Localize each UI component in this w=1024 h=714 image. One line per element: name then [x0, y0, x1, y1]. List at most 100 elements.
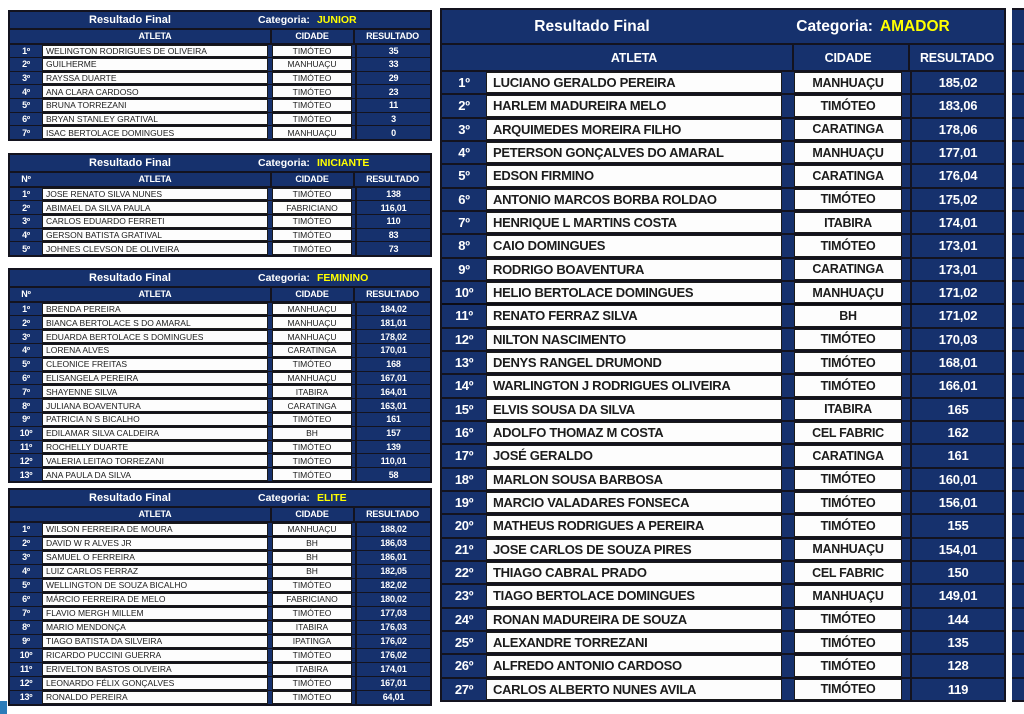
city-cell: TIMÓTEO: [272, 71, 352, 85]
athlete-cell: MARLON SOUSA BARBOSA: [486, 468, 782, 490]
rank-cell: 8º: [458, 238, 470, 254]
result-cell: 181,01: [355, 316, 430, 330]
rank-cell: 3º: [22, 331, 30, 342]
result-cell: 186,01: [355, 550, 430, 564]
table-body: 1º WELINGTON RODRIGUES DE OLIVEIRA TIMÓTEO…: [10, 44, 430, 140]
result-cell: 64,01: [355, 690, 430, 704]
city-cell: CEL FABRIC: [794, 561, 902, 584]
rank-cell: 4º: [22, 229, 30, 240]
athlete-cell: EDILAMAR SILVA CALDEIRA: [42, 426, 268, 440]
column-divider: [902, 189, 910, 210]
category-label: Categoria:: [796, 17, 873, 35]
rank-cell: 8º: [22, 400, 30, 411]
athlete-cell: ANA PAULA DA SILVA: [42, 468, 268, 482]
column-divider: [902, 165, 910, 186]
rank-cell: 1º: [22, 303, 30, 314]
table-row: 8º MARIO MENDONÇA ITABIRA 176,03: [10, 620, 430, 635]
category-group: Categoria: FEMININO: [250, 272, 430, 284]
athlete-cell: JOSE RENATO SILVA NUNES: [42, 187, 268, 201]
result-cell: 138: [355, 187, 430, 201]
city-cell: CARATINGA: [794, 445, 902, 467]
result-cell: 168,01: [910, 351, 1004, 374]
result-cell: 173,01: [910, 258, 1004, 280]
result-cell: 173,01: [910, 235, 1004, 257]
result-cell: 156,01: [910, 491, 1004, 514]
table-row: 21º JOSE CARLOS DE SOUZA PIRES MANHUAÇU 154…: [442, 538, 1004, 562]
athlete-cell: MARIO MENDONÇA: [42, 620, 268, 634]
table-row: 5º WELLINGTON DE SOUZA BICALHO TIMÓTEO 182,…: [10, 578, 430, 593]
result-cell: 157: [355, 426, 430, 440]
rank-cell: 7º: [458, 215, 470, 231]
rank-cell: 16º: [454, 425, 474, 441]
table-row: 1º LUCIANO GERALDO PEREIRA MANHUAÇU 185,02: [442, 72, 1004, 96]
city-cell: CARATINGA: [794, 258, 902, 280]
table-row: 15º ELVIS SOUSA DA SILVA ITABIRA 165: [442, 398, 1004, 422]
column-divider: [902, 259, 910, 280]
city-cell: MANHUAÇU: [272, 330, 352, 343]
result-cell: 116,01: [355, 201, 430, 214]
rank-cell: 7º: [22, 608, 30, 619]
athlete-cell: THIAGO CABRAL PRADO: [486, 561, 782, 584]
column-divider: [902, 422, 910, 443]
city-cell: CARATINGA: [272, 343, 352, 357]
rank-cell: 22º: [454, 565, 474, 581]
column-divider: [782, 95, 794, 116]
column-header-resultado: RESULTADO: [366, 289, 419, 300]
city-cell: MANHUAÇU: [794, 585, 902, 607]
rank-cell: 5º: [22, 359, 30, 370]
rank-cell: 7º: [22, 127, 30, 138]
city-cell: TIMÓTEO: [272, 676, 352, 690]
category-group: Categoria: INICIANTE: [250, 157, 430, 169]
strip-row-fragment: [1012, 421, 1024, 446]
city-cell: TIMÓTEO: [272, 690, 352, 704]
city-cell: TIMÓTEO: [794, 328, 902, 350]
column-divider: [782, 585, 794, 606]
rank-cell: 1º: [458, 75, 470, 91]
table-row: 1º JOSE RENATO SILVA NUNES TIMÓTEO 138: [10, 187, 430, 202]
city-cell: FABRICIANO: [272, 592, 352, 606]
table-row: 6º ANTONIO MARCOS BORBA ROLDAO TIMÓTEO 175,…: [442, 188, 1004, 212]
city-cell: TIMÓTEO: [794, 375, 902, 397]
table-row: 2º HARLEM MADUREIRA MELO TIMÓTEO 183,06: [442, 95, 1004, 119]
rank-cell: 5º: [22, 580, 30, 591]
city-cell: ITABIRA: [794, 398, 902, 420]
athlete-cell: NILTON NASCIMENTO: [486, 328, 782, 350]
table-row: 7º ISAC BERTOLACE DOMINGUES MANHUAÇU 0: [10, 126, 430, 139]
result-cell: 139: [355, 440, 430, 454]
athlete-cell: ANTONIO MARCOS BORBA ROLDAO: [486, 188, 782, 210]
rank-cell: 3º: [458, 121, 470, 137]
city-cell: FABRICIANO: [272, 201, 352, 214]
city-cell: BH: [272, 564, 352, 578]
athlete-cell: HENRIQUE L MARTINS COSTA: [486, 211, 782, 234]
table-row: 17º JOSÉ GERALDO CARATINGA 161: [442, 445, 1004, 469]
athlete-cell: MARCIO VALADARES FONSECA: [486, 491, 782, 514]
table-row: 1º WILSON FERREIRA DE MOURA MANHUAÇU 188,02: [10, 522, 430, 537]
result-cell: 119: [910, 678, 1004, 700]
rank-cell: 14º: [454, 378, 474, 394]
city-cell: TIMÓTEO: [272, 214, 352, 228]
athlete-cell: ABIMAEL DA SILVA PAULA: [42, 201, 268, 214]
column-divider: [782, 539, 794, 560]
result-cell: 110,01: [355, 454, 430, 468]
strip-row-fragment: [1012, 165, 1024, 189]
table-row: 1º WELINGTON RODRIGUES DE OLIVEIRA TIMÓTEO…: [10, 44, 430, 59]
rank-cell: 12º: [19, 678, 33, 689]
city-cell: TIMÓTEO: [272, 44, 352, 58]
athlete-cell: ELISANGELA PEREIRA: [42, 371, 268, 385]
table-row: 9º PATRICIA N S BICALHO TIMÓTEO 161: [10, 413, 430, 427]
result-cell: 180,02: [355, 592, 430, 606]
city-cell: MANHUAÇU: [272, 58, 352, 71]
table-row: 9º TIAGO BATISTA DA SILVEIRA IPATINGA 176,0…: [10, 634, 430, 649]
table-body: 1º LUCIANO GERALDO PEREIRA MANHUAÇU 185,02 2…: [442, 72, 1004, 700]
column-divider: [782, 422, 794, 443]
city-cell: TIMÓTEO: [794, 95, 902, 117]
column-header-resultado: RESULTADO: [366, 509, 419, 520]
column-divider: [782, 469, 794, 490]
table-header-row: Nº ATLETA CIDADE RESULTADO: [10, 173, 430, 188]
city-cell: MANHUAÇU: [272, 316, 352, 330]
table-row: 8º CAIO DOMINGUES TIMÓTEO 173,01: [442, 235, 1004, 259]
rank-cell: 7º: [22, 386, 30, 397]
rank-cell: 3º: [22, 73, 30, 84]
rank-cell: 8º: [22, 622, 30, 633]
rank-cell: 4º: [22, 566, 30, 577]
